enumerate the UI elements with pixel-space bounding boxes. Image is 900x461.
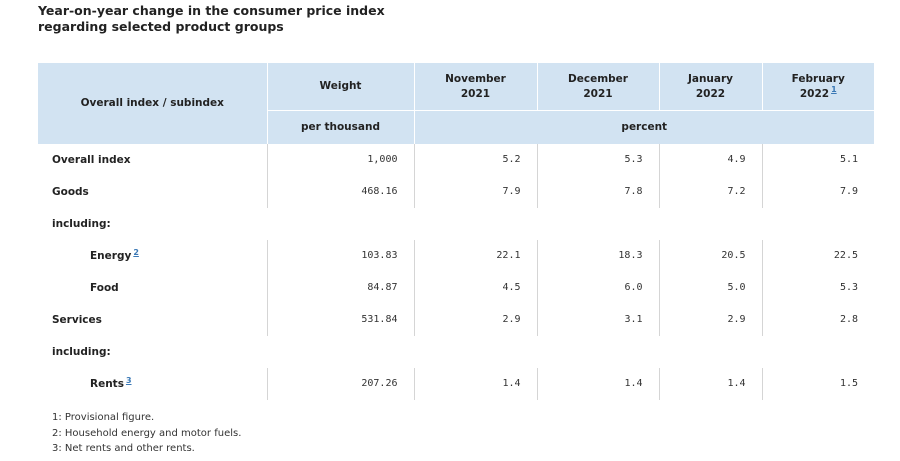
header-weight-unit: per thousand: [266, 110, 414, 144]
row-label: Food: [90, 282, 119, 294]
value-cell: 4.9: [658, 144, 762, 176]
value-cell: 1.4: [413, 368, 537, 400]
value-cell: 7.8: [536, 176, 659, 208]
value-cell: 2.8: [761, 304, 874, 336]
table-title: Year-on-year change in the consumer pric…: [38, 3, 385, 34]
value-cell: 18.3: [536, 240, 659, 272]
header-col-december-2021: December 2021: [536, 63, 659, 111]
value-cell: 22.1: [413, 240, 537, 272]
weight-cell: 531.84: [266, 304, 414, 336]
value-cell: 1.4: [536, 368, 659, 400]
table-row: Goods 468.16 7.9 7.8 7.2 7.9: [38, 176, 874, 208]
footnote-link-1[interactable]: 1: [831, 85, 837, 94]
table-row: Food 84.87 4.5 6.0 5.0 5.3: [38, 272, 874, 304]
empty-cell: [537, 336, 659, 368]
value-cell: 2.9: [658, 304, 762, 336]
value-cell: 5.3: [536, 144, 659, 176]
row-label: Rents 3: [90, 375, 132, 390]
footnote-1: 1: Provisional figure.: [52, 412, 155, 423]
footnote-2: 2: Household energy and motor fuels.: [52, 427, 242, 439]
table-row: Energy 2 103.83 22.1 18.3 20.5 22.5: [38, 240, 874, 272]
empty-cell: [414, 336, 537, 368]
header-col-november-2021: November 2021: [413, 63, 537, 111]
weight-cell: 207.26: [266, 368, 414, 400]
row-label: Services: [52, 314, 102, 326]
empty-cell: [762, 336, 874, 368]
table-row: including:: [38, 208, 874, 240]
value-cell: 22.5: [761, 240, 874, 272]
empty-cell: [659, 336, 762, 368]
empty-cell: [414, 208, 537, 240]
value-cell: 4.5: [413, 272, 537, 304]
table-row: including:: [38, 336, 874, 368]
footnote-link-2[interactable]: 2: [133, 247, 139, 257]
value-cell: 20.5: [658, 240, 762, 272]
empty-cell: [537, 208, 659, 240]
value-cell: 2.9: [413, 304, 537, 336]
value-cell: 6.0: [536, 272, 659, 304]
header-col-january-2022: January 2022: [658, 63, 762, 111]
footnotes: 1: Provisional figure. 2: Household ener…: [52, 410, 241, 457]
weight-cell: 468.16: [266, 176, 414, 208]
table-row: Overall index 1,000 5.2 5.3 4.9 5.1: [38, 144, 874, 176]
value-cell: 5.3: [761, 272, 874, 304]
footnote-link-3[interactable]: 3: [125, 375, 132, 385]
value-cell: 5.0: [658, 272, 762, 304]
value-cell: 3.1: [536, 304, 659, 336]
table-row: Rents 3 207.26 1.4 1.4 1.4 1.5: [38, 368, 874, 400]
cpi-table: Overall index / subindex Weight November…: [38, 63, 874, 400]
value-cell: 5.2: [413, 144, 537, 176]
value-cell: 1.5: [761, 368, 874, 400]
row-label: including:: [52, 346, 111, 358]
header-value-unit: percent: [413, 110, 874, 144]
value-cell: 7.2: [658, 176, 762, 208]
weight-cell: 103.83: [266, 240, 414, 272]
footnote-3: 3: Net rents and other rents.: [52, 443, 195, 454]
empty-cell: [659, 208, 762, 240]
empty-cell: [267, 336, 414, 368]
table-row: Services 531.84 2.9 3.1 2.9 2.8: [38, 304, 874, 336]
value-cell: 1.4: [658, 368, 762, 400]
header-row-label: Overall index / subindex: [38, 63, 267, 144]
row-label: Goods: [52, 186, 89, 198]
value-cell: 7.9: [413, 176, 537, 208]
row-label: Energy 2: [90, 247, 139, 262]
header-col-february-2022: February 2022 1: [761, 63, 874, 111]
value-cell: 5.1: [761, 144, 874, 176]
value-cell: 7.9: [761, 176, 874, 208]
weight-cell: 1,000: [266, 144, 414, 176]
empty-cell: [762, 208, 874, 240]
empty-cell: [267, 208, 414, 240]
row-label: including:: [52, 218, 111, 230]
row-label: Overall index: [52, 154, 131, 166]
header-weight: Weight: [266, 63, 414, 111]
weight-cell: 84.87: [266, 272, 414, 304]
